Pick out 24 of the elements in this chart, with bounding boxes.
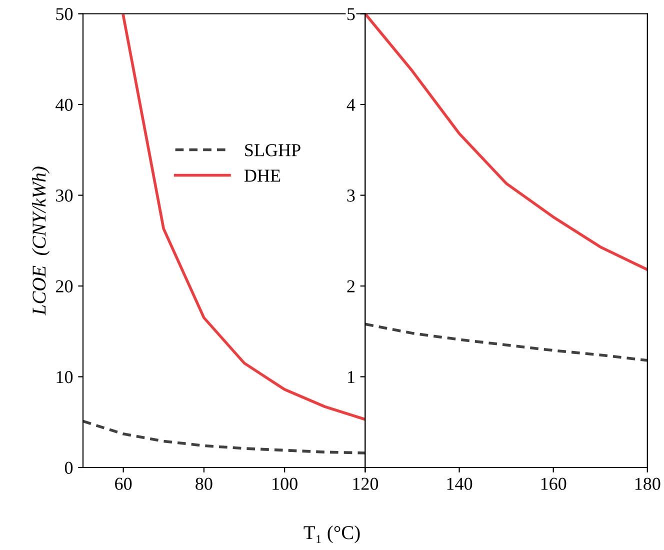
y-tick-label: 4 xyxy=(346,98,356,111)
legend-label: SLGHP xyxy=(245,144,300,156)
y-tick-label: 50 xyxy=(56,8,73,20)
x-tick-label: 80 xyxy=(196,478,212,490)
x-tick-label: 120 xyxy=(353,478,378,490)
x-tick-label: 100 xyxy=(272,478,298,490)
y-tick-label: 0 xyxy=(64,462,73,474)
y-tick-label: 5 xyxy=(348,8,355,20)
line-series xyxy=(365,322,648,362)
y-tick-label: 10 xyxy=(56,371,73,384)
x-tick-label: 140 xyxy=(447,478,472,490)
y-tick-label: 40 xyxy=(56,98,73,111)
x-axis-title: T₁ (°C) xyxy=(304,526,360,544)
line-series xyxy=(83,420,366,454)
legend-label: DHE xyxy=(244,170,280,182)
x-tick-label: 160 xyxy=(541,478,566,490)
x-tick-label: 180 xyxy=(635,478,660,490)
x-tick-label: 60 xyxy=(115,478,132,490)
y-axis-title: LCOE (CNY/kWh) xyxy=(32,166,50,316)
y-tick-label: 30 xyxy=(56,190,73,202)
y-tick-label: 1 xyxy=(348,371,354,384)
y-tick-label: 20 xyxy=(56,280,73,292)
y-tick-label: 3 xyxy=(347,190,355,202)
y-tick-label: 2 xyxy=(347,280,354,292)
